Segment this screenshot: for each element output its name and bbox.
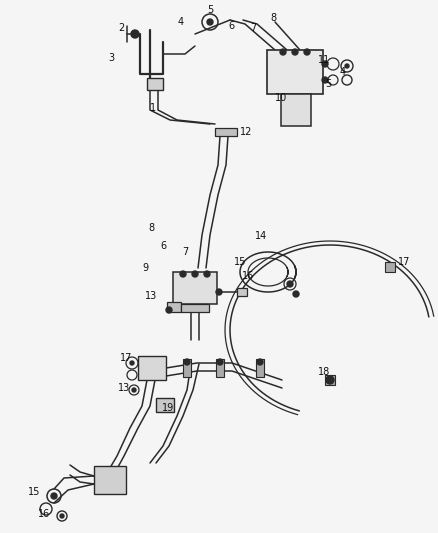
Bar	[216, 359, 224, 377]
Circle shape	[51, 493, 57, 499]
Text: 17: 17	[120, 353, 132, 363]
Circle shape	[322, 61, 328, 67]
Text: 12: 12	[240, 127, 252, 137]
Circle shape	[207, 19, 213, 25]
Circle shape	[287, 281, 293, 287]
Text: 13: 13	[145, 291, 157, 301]
Bar	[237, 288, 247, 296]
Bar	[385, 262, 395, 272]
Text: 14: 14	[255, 231, 267, 241]
Circle shape	[304, 49, 310, 55]
Bar	[325, 375, 335, 385]
Text: 13: 13	[118, 383, 130, 393]
Bar	[156, 398, 174, 412]
Circle shape	[345, 64, 349, 68]
Text: 9: 9	[142, 263, 148, 273]
Bar	[147, 78, 163, 90]
Circle shape	[180, 271, 186, 277]
Bar	[138, 356, 166, 380]
Circle shape	[184, 359, 190, 365]
Text: 11: 11	[318, 55, 330, 65]
Text: 18: 18	[318, 367, 330, 377]
Bar	[94, 466, 126, 494]
Bar	[281, 94, 311, 126]
Text: 15: 15	[28, 487, 40, 497]
Circle shape	[131, 30, 139, 38]
Bar	[256, 359, 264, 377]
Circle shape	[130, 361, 134, 365]
Text: 4: 4	[340, 67, 346, 77]
Circle shape	[132, 388, 136, 392]
Bar	[167, 302, 181, 312]
Text: 15: 15	[234, 257, 246, 267]
Circle shape	[216, 289, 222, 295]
Text: 6: 6	[228, 21, 234, 31]
Text: 16: 16	[38, 509, 50, 519]
Bar	[267, 50, 323, 94]
Circle shape	[322, 77, 328, 83]
Circle shape	[326, 376, 334, 384]
Text: 8: 8	[148, 223, 154, 233]
Text: 2: 2	[118, 23, 124, 33]
Text: 7: 7	[182, 247, 188, 257]
Text: 1: 1	[150, 103, 156, 113]
Circle shape	[60, 514, 64, 518]
Circle shape	[166, 307, 172, 313]
Bar	[183, 359, 191, 377]
Circle shape	[257, 359, 263, 365]
Text: 16: 16	[242, 271, 254, 281]
Text: 4: 4	[178, 17, 184, 27]
Circle shape	[280, 49, 286, 55]
Bar	[173, 272, 217, 304]
Circle shape	[217, 359, 223, 365]
Text: 7: 7	[250, 23, 256, 33]
Text: 5: 5	[325, 79, 331, 89]
Text: 6: 6	[160, 241, 166, 251]
Text: 17: 17	[398, 257, 410, 267]
Text: 3: 3	[108, 53, 114, 63]
Circle shape	[292, 49, 298, 55]
Text: 8: 8	[270, 13, 276, 23]
Text: 5: 5	[207, 5, 213, 15]
Text: 10: 10	[275, 93, 287, 103]
Circle shape	[293, 291, 299, 297]
Text: 19: 19	[162, 403, 174, 413]
Circle shape	[204, 271, 210, 277]
Bar	[215, 128, 237, 136]
Bar	[181, 304, 209, 312]
Circle shape	[192, 271, 198, 277]
